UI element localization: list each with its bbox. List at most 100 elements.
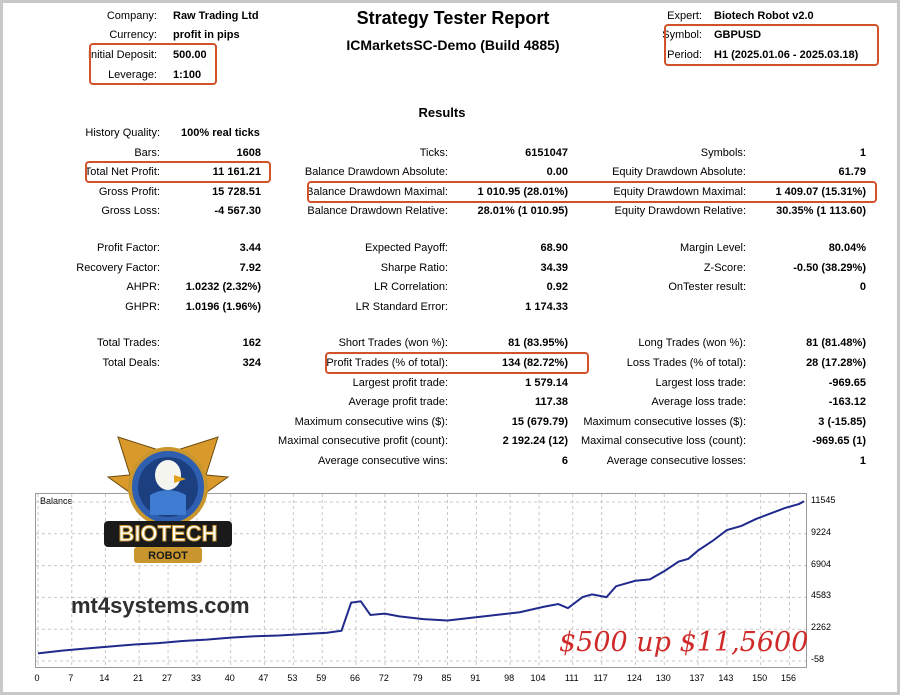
- deposit-highlight-box: [89, 43, 217, 85]
- maximal-consecutive-loss-label: Maximal consecutive loss (count):: [580, 435, 746, 447]
- lr-correlation-value: 0.92: [546, 281, 568, 293]
- x-tick-label: 150: [752, 673, 768, 683]
- biotech-robot-logo: BIOTECH ROBOT: [98, 435, 238, 570]
- company-value: Raw Trading Ltd: [173, 10, 259, 22]
- symbols-label: Symbols:: [700, 147, 746, 159]
- gross-loss-label: Gross Loss:: [101, 205, 160, 217]
- drawdown-highlight-box: [307, 181, 877, 203]
- maximal-consecutive-profit-label: Maximal consecutive profit (count):: [278, 435, 448, 447]
- report-subtitle: ICMarketsSC-Demo (Build 4885): [346, 37, 560, 53]
- largest-profit-trade-value: 1 579.14: [525, 377, 568, 389]
- currency-label: Currency:: [109, 29, 157, 41]
- short-trades-label: Short Trades (won %):: [338, 337, 448, 349]
- recovery-factor-value: 7.92: [239, 262, 261, 274]
- max-consecutive-losses-label: Maximum consecutive losses ($):: [583, 416, 746, 428]
- x-tick-label: 59: [316, 673, 327, 683]
- leverage-value: 1:100: [173, 69, 202, 81]
- expert-value: Biotech Robot v2.0: [714, 10, 814, 22]
- currency-value: profit in pips: [173, 29, 240, 41]
- profit-trades-label: Profit Trades (% of total):: [326, 357, 448, 369]
- total-trades-label: Total Trades:: [97, 337, 160, 349]
- expected-payoff-label: Expected Payoff:: [365, 242, 448, 254]
- equity-dd-absolute-label: Equity Drawdown Absolute:: [612, 166, 746, 178]
- total-net-profit-label: Total Net Profit:: [84, 166, 160, 178]
- ghpr-value: 1.0196 (1.96%): [185, 301, 261, 313]
- x-tick-label: 124: [626, 673, 642, 683]
- initial-deposit-label: Initial Deposit:: [87, 49, 157, 61]
- total-net-profit-value: 11 161.21: [212, 166, 261, 178]
- balance-line: [37, 500, 805, 655]
- period-value: H1 (2025.01.06 - 2025.03.18): [714, 49, 859, 61]
- x-tick-label: 104: [530, 673, 546, 683]
- x-tick-label: 143: [718, 673, 734, 683]
- expert-label: Expert:: [667, 10, 702, 22]
- maximal-consecutive-profit-value: 2 192.24 (12): [502, 435, 568, 447]
- z-score-value: -0.50 (38.29%): [793, 262, 866, 274]
- chart-title: Balance: [40, 496, 73, 506]
- total-deals-label: Total Deals:: [102, 357, 160, 369]
- long-trades-value: 81 (81.48%): [806, 337, 866, 349]
- total-deals-value: 324: [242, 357, 261, 369]
- largest-loss-trade-value: -969.65: [828, 377, 866, 389]
- margin-level-value: 80.04%: [828, 242, 866, 254]
- long-trades-label: Long Trades (won %):: [638, 337, 746, 349]
- profit-factor-value: 3.44: [239, 242, 261, 254]
- profit-trades-highlight-box: [325, 352, 589, 374]
- balance-dd-maximal-label: Balance Drawdown Maximal:: [306, 186, 448, 198]
- sharpe-ratio-label: Sharpe Ratio:: [380, 262, 448, 274]
- loss-trades-label: Loss Trades (% of total):: [626, 357, 746, 369]
- profit-factor-label: Profit Factor:: [97, 242, 160, 254]
- average-loss-trade-value: -163.12: [828, 396, 866, 408]
- logo-text-top: BIOTECH: [119, 521, 218, 546]
- equity-dd-maximal-value: 1 409.07 (15.31%): [775, 186, 866, 198]
- ghpr-label: GHPR:: [125, 301, 160, 313]
- lr-standard-error-label: LR Standard Error:: [355, 301, 448, 313]
- balance-dd-relative-value: 28.01% (1 010.95): [477, 205, 568, 217]
- x-tick-label: 14: [99, 673, 110, 683]
- results-title: Results: [418, 105, 466, 120]
- x-tick-label: 47: [258, 673, 269, 683]
- logo-text-bottom: ROBOT: [148, 550, 188, 562]
- initial-deposit-value: 500.00: [173, 49, 207, 61]
- y-tick-label: 6904: [811, 558, 832, 569]
- x-tick-label: 33: [190, 673, 201, 683]
- x-tick-label: 72: [378, 673, 389, 683]
- sharpe-ratio-value: 34.39: [540, 262, 568, 274]
- gross-profit-value: 15 728.51: [212, 186, 261, 198]
- symbol-label: Symbol:: [662, 29, 702, 41]
- lr-standard-error-value: 1 174.33: [525, 301, 568, 313]
- symbol-highlight-box: [664, 24, 879, 66]
- largest-profit-trade-label: Largest profit trade:: [352, 377, 448, 389]
- y-tick-label: 11545: [811, 495, 836, 505]
- average-profit-trade-label: Average profit trade:: [348, 396, 448, 408]
- expected-payoff-value: 68.90: [540, 242, 568, 254]
- balance-dd-absolute-value: 0.00: [546, 166, 568, 178]
- lr-correlation-label: LR Correlation:: [374, 281, 448, 293]
- period-label: Period:: [667, 49, 702, 61]
- symbols-value: 1: [859, 147, 866, 159]
- x-tick-label: 137: [689, 673, 705, 683]
- average-loss-trade-label: Average loss trade:: [651, 396, 746, 408]
- symbol-value: GBPUSD: [714, 29, 762, 41]
- average-consecutive-wins-value: 6: [561, 455, 568, 467]
- y-tick-label: 2262: [811, 622, 832, 633]
- x-tick-label: 79: [412, 673, 423, 683]
- x-tick-label: 7: [68, 673, 74, 683]
- equity-dd-maximal-label: Equity Drawdown Maximal:: [613, 186, 746, 198]
- maximal-consecutive-loss-value: -969.65 (1): [812, 435, 866, 447]
- average-consecutive-wins-label: Average consecutive wins:: [317, 455, 448, 467]
- bars-label: Bars:: [134, 147, 160, 159]
- x-tick-label: 0: [34, 673, 40, 683]
- gross-loss-value: -4 567.30: [214, 205, 261, 217]
- ontester-result-value: 0: [859, 281, 866, 293]
- x-tick-label: 98: [504, 673, 515, 683]
- z-score-label: Z-Score:: [703, 262, 746, 274]
- site-watermark: mt4systems.com: [71, 593, 250, 618]
- equity-dd-relative-value: 30.35% (1 113.60): [776, 205, 866, 217]
- ticks-value: 6151047: [525, 147, 568, 159]
- margin-level-label: Margin Level:: [679, 242, 746, 254]
- x-tick-label: 21: [133, 673, 144, 683]
- equity-dd-relative-label: Equity Drawdown Relative:: [614, 205, 746, 217]
- x-tick-label: 111: [564, 673, 579, 683]
